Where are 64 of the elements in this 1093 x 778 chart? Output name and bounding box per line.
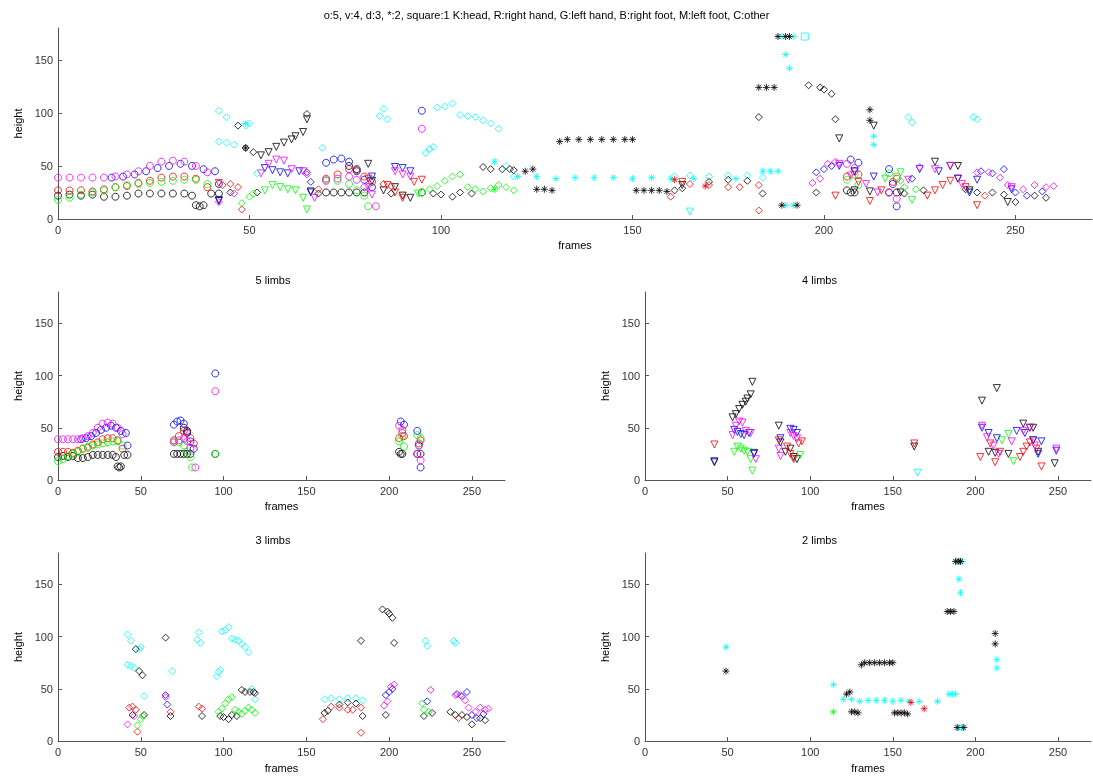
x-tick-label: 50 — [134, 484, 147, 497]
y-tick-label: 100 — [34, 369, 53, 382]
y-tick-label: 150 — [34, 578, 53, 591]
x-tick-label: 0 — [54, 745, 62, 758]
x-axis-title: frames — [851, 500, 886, 513]
y-axis-title: height — [12, 108, 25, 139]
x-tick-label: 100 — [801, 484, 820, 497]
y-tick-label: 150 — [621, 317, 640, 330]
x-tick-label: 200 — [379, 745, 399, 758]
y-tick-label: 100 — [34, 630, 53, 643]
y-tick-label: 50 — [627, 421, 640, 434]
y-tick-label: 150 — [34, 53, 53, 66]
y-axis-title: height — [599, 371, 612, 401]
x-tick-label: 250 — [1048, 484, 1068, 497]
x-tick-label: 250 — [462, 484, 482, 497]
y-tick-label: 0 — [46, 213, 53, 225]
chart-title: 4 limbs — [802, 273, 838, 286]
x-tick-label: 200 — [814, 223, 834, 236]
x-axis-title: frames — [264, 761, 299, 774]
y-tick-label: 0 — [46, 735, 53, 748]
x-tick-label: 250 — [1048, 745, 1068, 758]
x-tick-label: 200 — [379, 484, 399, 497]
y-tick-label: 100 — [621, 369, 640, 382]
y-axis-title: height — [599, 632, 612, 663]
x-tick-label: 150 — [297, 484, 316, 497]
y-tick-label: 50 — [627, 682, 640, 695]
chart-title: o:5, v:4, d:3, *:2, square:1 K:head, R:right hand, G:left hand, B:right foot, M:left foot, C:other — [323, 8, 770, 21]
x-tick-label: 150 — [883, 484, 902, 497]
x-axis-title: frames — [264, 500, 299, 513]
x-tick-label: 100 — [214, 484, 233, 497]
x-tick-label: 150 — [883, 745, 902, 758]
x-tick-label: 50 — [134, 745, 147, 758]
y-tick-label: 0 — [633, 735, 640, 748]
chart-title: 3 limbs — [255, 533, 291, 546]
y-tick-label: 100 — [621, 630, 640, 643]
x-tick-label: 100 — [801, 745, 820, 758]
x-axis-title: frames — [851, 761, 886, 774]
x-tick-label: 100 — [431, 223, 451, 236]
x-tick-label: 250 — [1006, 223, 1025, 236]
y-axis-title: height — [12, 371, 25, 401]
y-tick-label: 150 — [34, 317, 53, 330]
x-tick-label: 150 — [297, 745, 316, 758]
x-tick-label: 250 — [462, 745, 482, 758]
y-tick-label: 0 — [633, 474, 640, 486]
chart-title: 2 limbs — [802, 533, 838, 546]
y-axis-title: height — [12, 632, 25, 663]
chart-title: 5 limbs — [255, 273, 291, 286]
x-tick-label: 0 — [641, 745, 649, 758]
x-tick-label: 200 — [966, 484, 985, 497]
x-tick-label: 0 — [54, 223, 62, 236]
x-tick-label: 200 — [966, 745, 985, 758]
x-tick-label: 0 — [54, 484, 62, 497]
y-tick-label: 100 — [34, 106, 53, 119]
x-tick-label: 50 — [721, 745, 734, 758]
y-tick-label: 50 — [40, 682, 53, 695]
x-axis-title: frames — [558, 239, 593, 252]
x-tick-label: 50 — [721, 484, 734, 497]
y-tick-label: 50 — [40, 421, 53, 434]
y-tick-label: 50 — [40, 159, 53, 172]
x-tick-label: 100 — [214, 745, 233, 758]
x-tick-label: 50 — [243, 223, 256, 236]
y-tick-label: 0 — [46, 474, 53, 486]
x-tick-label: 0 — [641, 484, 649, 497]
y-tick-label: 150 — [621, 578, 640, 591]
